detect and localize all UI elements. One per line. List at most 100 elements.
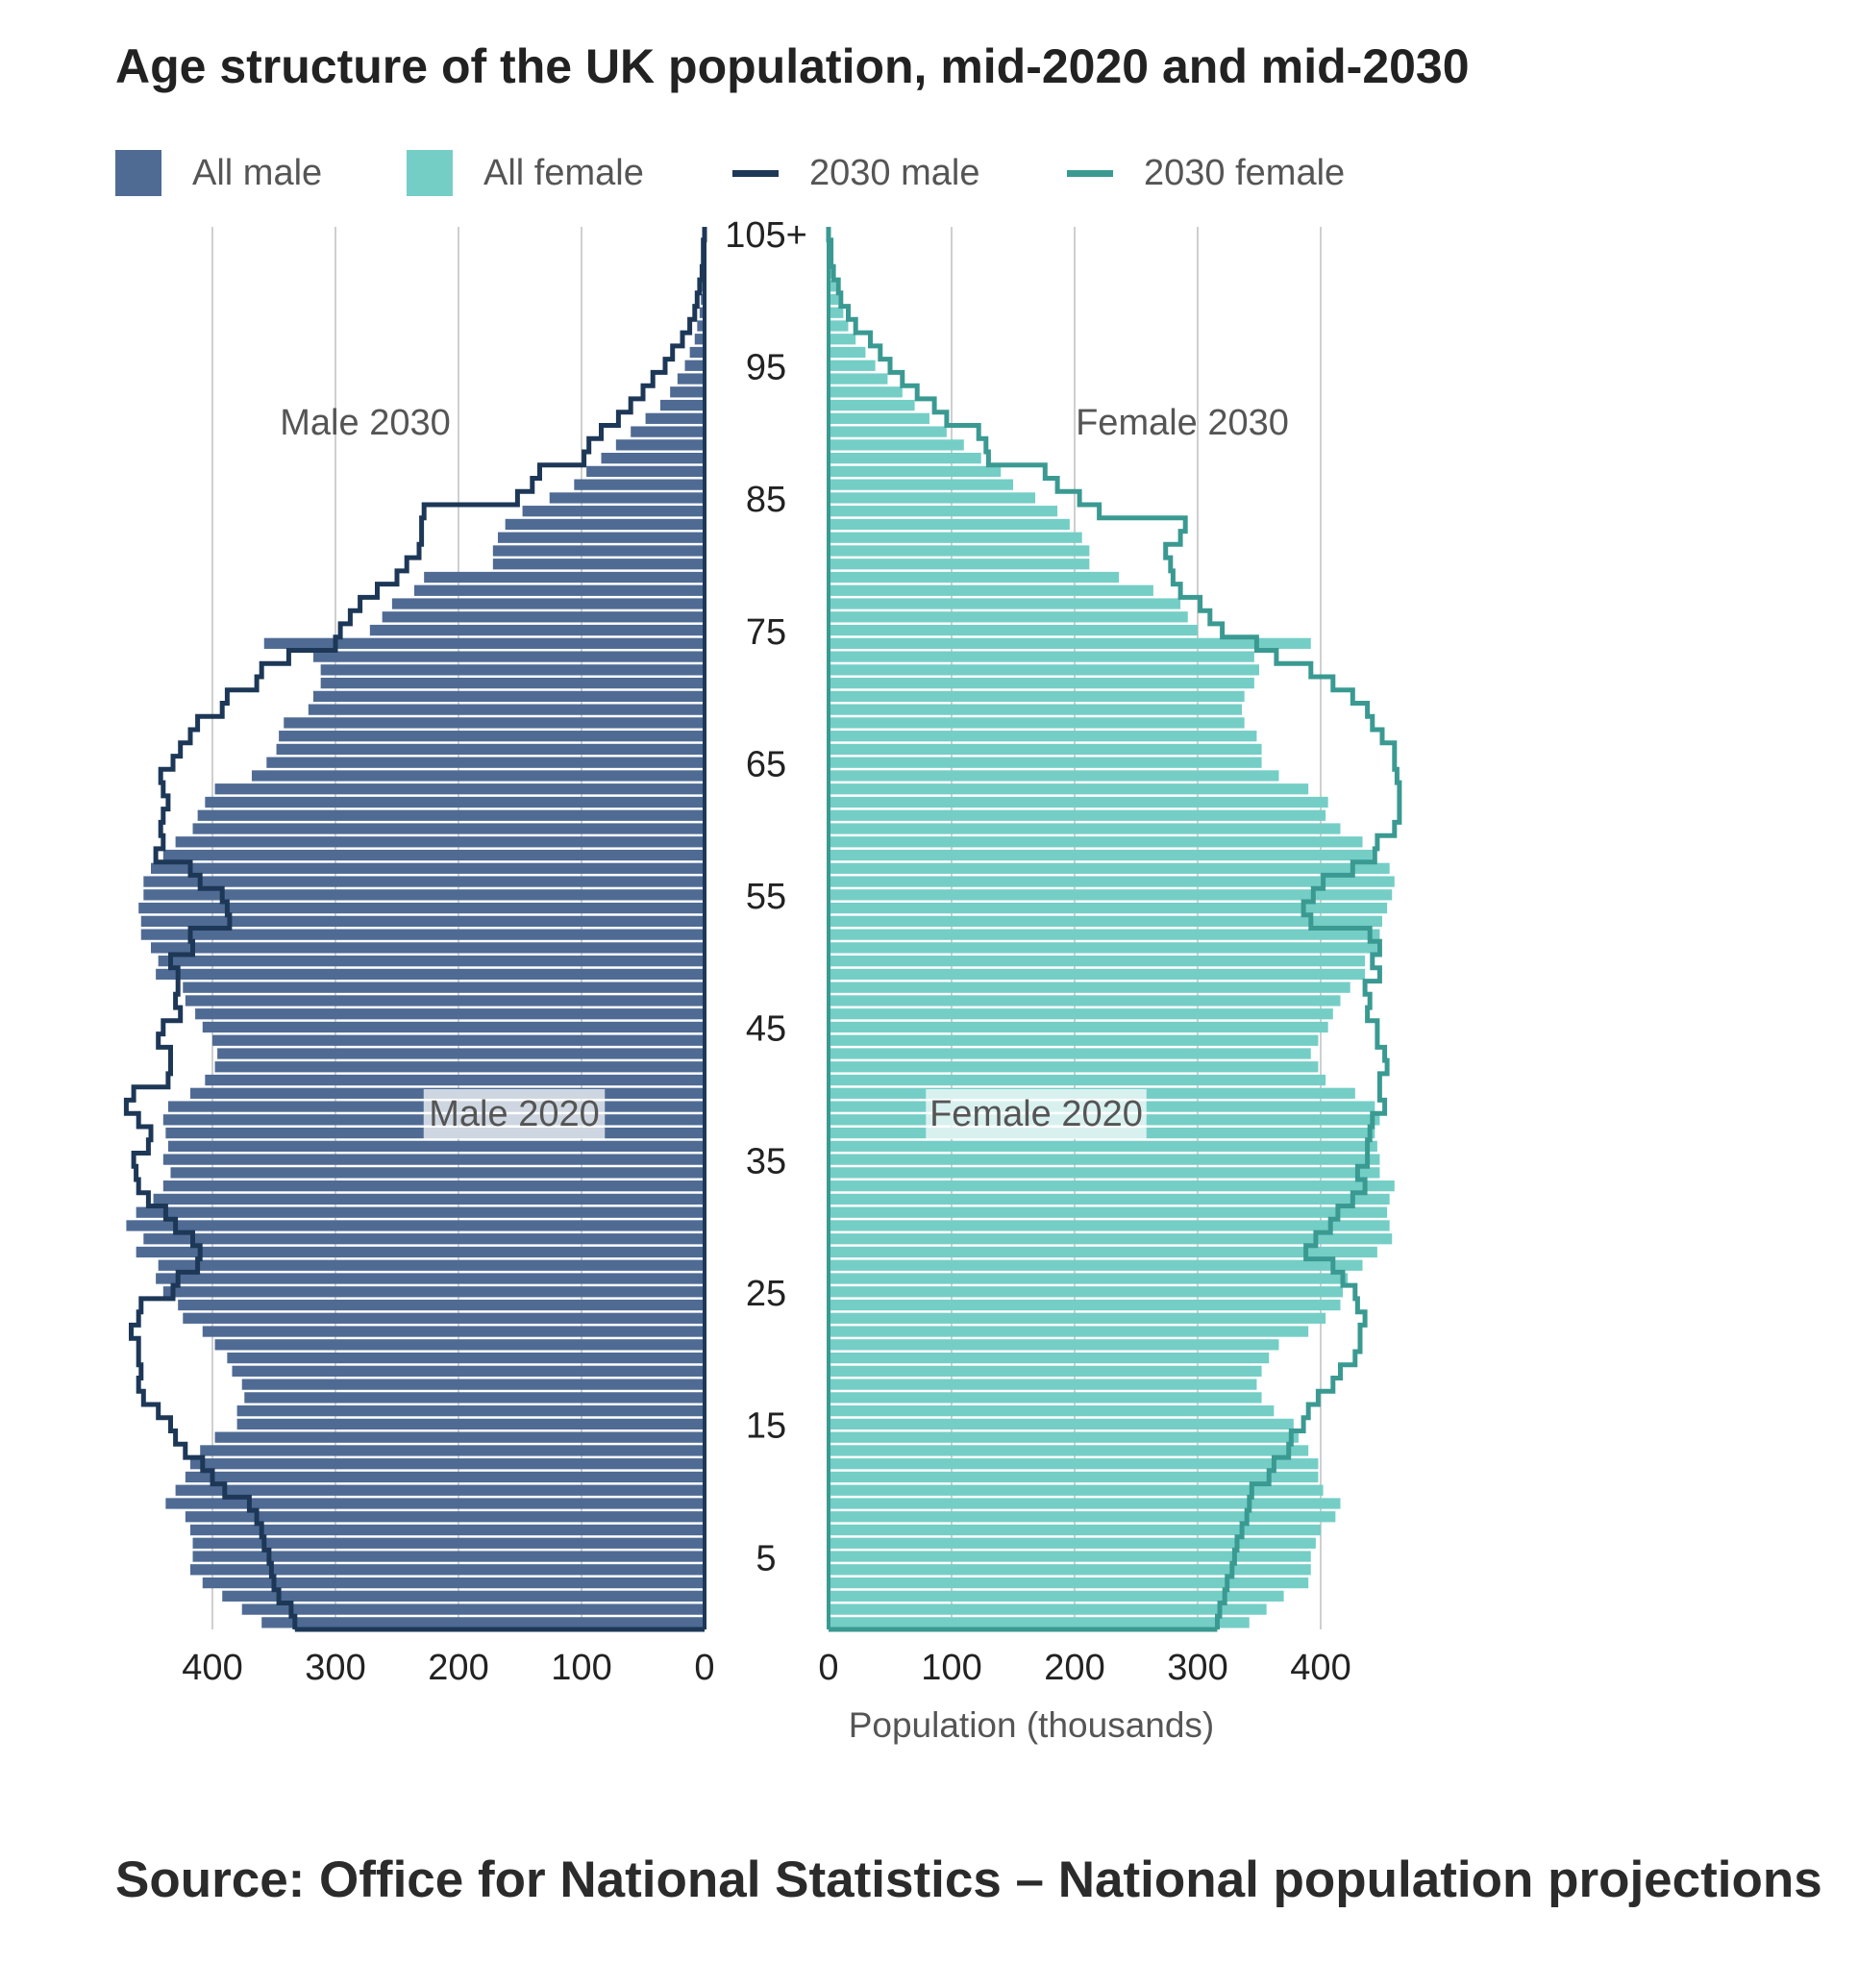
bar-female bbox=[829, 281, 836, 292]
legend-swatch-2030-female bbox=[1067, 169, 1113, 177]
line-2030-male bbox=[123, 227, 707, 1629]
bar-male bbox=[189, 1458, 705, 1470]
bar-female bbox=[829, 690, 1245, 703]
bar-male bbox=[684, 360, 705, 371]
bar-male bbox=[645, 412, 705, 424]
bar-male bbox=[574, 479, 705, 490]
bar-male bbox=[227, 1352, 706, 1364]
bar-male bbox=[162, 1286, 706, 1298]
bar-female bbox=[829, 1233, 1393, 1245]
bar-female bbox=[829, 598, 1181, 609]
bar-female bbox=[829, 1061, 1319, 1073]
bar-male bbox=[312, 690, 705, 703]
bar-male bbox=[214, 783, 705, 795]
legend-label: 2030 male bbox=[809, 152, 980, 193]
legend-item-all-male: All male bbox=[115, 144, 322, 202]
bar-female bbox=[829, 1551, 1311, 1562]
age-tick-label: 65 bbox=[746, 744, 786, 784]
bar-male bbox=[492, 559, 705, 570]
bar-female bbox=[829, 584, 1153, 596]
annotation-background bbox=[926, 1089, 1147, 1139]
bar-male bbox=[244, 1392, 705, 1404]
bar-female bbox=[829, 862, 1390, 874]
bar-male bbox=[202, 1021, 705, 1033]
bar-female bbox=[829, 849, 1373, 861]
bar-male bbox=[631, 426, 705, 437]
bar-male bbox=[222, 1590, 706, 1602]
bar-male bbox=[670, 386, 705, 398]
bar-female bbox=[829, 1471, 1319, 1483]
bar-male bbox=[205, 796, 705, 808]
bar-female bbox=[829, 770, 1279, 782]
bar-male bbox=[699, 307, 705, 318]
bar-male bbox=[158, 1259, 705, 1271]
bar-female bbox=[829, 1312, 1326, 1324]
bar-male bbox=[601, 452, 705, 464]
bar-male bbox=[158, 956, 705, 967]
bar-female bbox=[829, 942, 1377, 954]
bar-female bbox=[829, 929, 1380, 940]
bar-female bbox=[829, 704, 1243, 715]
bar-female bbox=[829, 1617, 1250, 1628]
bar-male bbox=[197, 809, 705, 821]
bar-female bbox=[829, 465, 1002, 478]
bar-male bbox=[382, 611, 705, 623]
bar-male bbox=[497, 532, 705, 543]
bar-male bbox=[192, 823, 705, 834]
bar-female bbox=[829, 651, 1254, 662]
x-tick-label: 400 bbox=[1290, 1648, 1350, 1688]
legend-swatch-all-female bbox=[407, 150, 453, 196]
bar-male bbox=[391, 598, 705, 609]
bar-female bbox=[829, 1418, 1294, 1430]
bar-female bbox=[829, 532, 1082, 543]
bar-male bbox=[175, 1484, 706, 1496]
bar-female bbox=[829, 559, 1090, 570]
age-tick-label: 25 bbox=[746, 1274, 786, 1314]
bar-male bbox=[140, 929, 705, 940]
bar-female bbox=[829, 1154, 1380, 1165]
bar-male bbox=[202, 1326, 705, 1337]
bar-female bbox=[829, 982, 1350, 993]
annotation-background bbox=[423, 1089, 606, 1139]
bar-female bbox=[829, 1167, 1380, 1179]
bar-male bbox=[312, 651, 705, 662]
legend-swatch-2030-male bbox=[732, 169, 779, 177]
bar-female bbox=[829, 1405, 1275, 1417]
bar-male bbox=[232, 1365, 706, 1377]
bar-female bbox=[829, 1603, 1267, 1615]
bar-male bbox=[162, 1154, 706, 1165]
x-tick-label: 0 bbox=[694, 1648, 714, 1688]
bar-male bbox=[212, 1034, 705, 1046]
age-tick-label: 75 bbox=[746, 612, 786, 653]
bar-female bbox=[829, 506, 1058, 517]
bar-female bbox=[829, 611, 1188, 623]
bar-female bbox=[829, 1259, 1363, 1271]
bar-female bbox=[829, 796, 1328, 808]
bar-female bbox=[829, 452, 981, 464]
bar-female bbox=[829, 956, 1366, 967]
bar-female bbox=[829, 1392, 1262, 1404]
legend-label: All female bbox=[483, 152, 644, 193]
bar-male bbox=[170, 1167, 706, 1179]
bar-male bbox=[162, 849, 706, 861]
bar-female bbox=[829, 995, 1341, 1006]
bar-male bbox=[236, 1405, 705, 1417]
bar-female bbox=[829, 346, 866, 359]
bar-male bbox=[140, 915, 705, 927]
bar-male bbox=[143, 876, 705, 887]
bar-male bbox=[236, 1418, 705, 1430]
bar-male bbox=[151, 942, 705, 954]
bar-male bbox=[549, 492, 705, 504]
bar-female bbox=[829, 664, 1259, 676]
bar-male bbox=[251, 770, 705, 782]
age-tick-label: 55 bbox=[746, 877, 786, 917]
x-tick-label: 100 bbox=[551, 1648, 611, 1688]
bar-female bbox=[829, 1511, 1336, 1523]
bar-male bbox=[156, 968, 705, 981]
bar-female bbox=[829, 1034, 1319, 1046]
x-axis-label: Population (thousands) bbox=[849, 1705, 1215, 1745]
bar-female bbox=[829, 1484, 1324, 1496]
bar-male bbox=[284, 717, 705, 729]
age-tick-label: 45 bbox=[746, 1009, 786, 1050]
